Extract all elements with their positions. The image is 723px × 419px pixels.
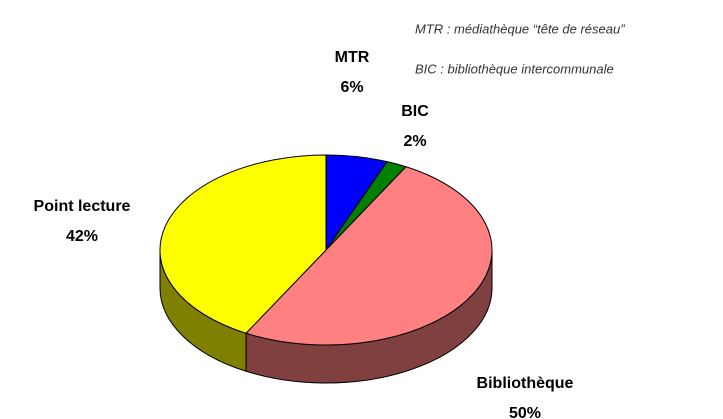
value-label: 50% xyxy=(509,405,541,419)
slice-label: BIC xyxy=(401,103,429,120)
slice-label: Bibliothèque xyxy=(477,375,574,392)
annotation: MTR : médiathèque “tête de réseau” xyxy=(415,21,625,36)
slice-label: MTR xyxy=(335,49,370,66)
annotation: BIC : bibliothèque intercommunale xyxy=(415,61,614,76)
value-label: 42% xyxy=(66,228,98,245)
pie-slice xyxy=(159,154,327,334)
value-label: 2% xyxy=(403,133,426,150)
slice-label: Point lecture xyxy=(34,198,131,215)
value-label: 6% xyxy=(340,79,363,96)
pie-slice xyxy=(245,166,493,346)
